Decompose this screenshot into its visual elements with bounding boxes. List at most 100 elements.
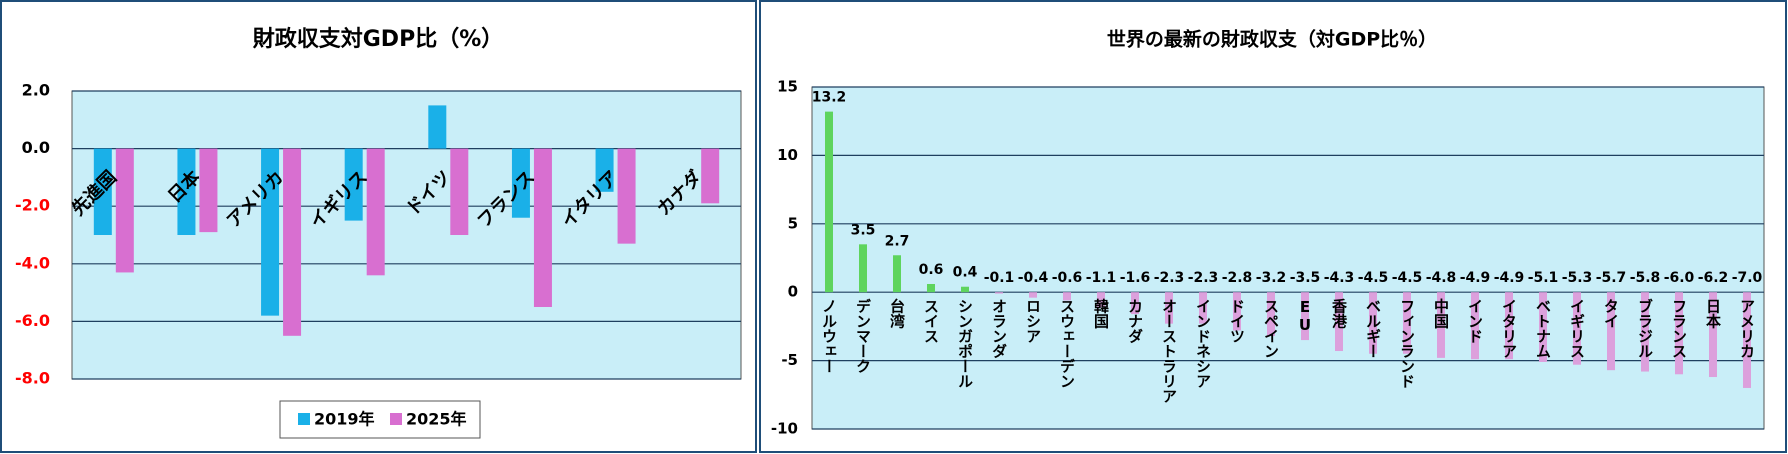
bar: [428, 105, 447, 149]
bar: [115, 148, 134, 273]
value-label: 13.2: [812, 90, 847, 106]
x-tick-label: 日本: [1704, 298, 1722, 329]
value-label: 3.5: [851, 222, 876, 238]
bar: [617, 148, 636, 244]
value-label: -4.3: [1324, 270, 1355, 286]
y-tick-label: -4.0: [15, 253, 50, 272]
x-tick-label: イギリス: [1568, 298, 1586, 358]
x-tick-label: EU: [1296, 298, 1314, 334]
legend-label: 2025年: [406, 410, 467, 429]
bar: [1097, 292, 1105, 308]
x-tick-label: ベトナム: [1534, 298, 1552, 358]
value-label: -1.6: [1120, 270, 1151, 286]
x-tick-label: アメリカ: [1738, 298, 1756, 358]
bar: [1573, 292, 1581, 365]
bar: [961, 286, 969, 293]
bar: [199, 148, 218, 233]
bar: [1131, 292, 1139, 315]
y-tick-label: -5: [781, 351, 798, 369]
value-label: -0.1: [984, 270, 1015, 286]
bar: [1165, 292, 1173, 324]
x-tick-label: オランダ: [990, 298, 1008, 358]
plot-area: [71, 90, 742, 380]
x-tick-label: タイ: [1602, 298, 1620, 328]
x-tick-label: オーストラリア: [1160, 298, 1178, 403]
y-tick-label: 10: [777, 146, 798, 164]
value-label: -3.2: [1256, 270, 1287, 286]
bar: [344, 148, 363, 221]
bar: [1437, 292, 1445, 358]
y-tick-label: -2.0: [15, 196, 50, 215]
x-tick-label: スペイン: [1262, 298, 1280, 358]
y-tick-label: 2.0: [22, 81, 50, 100]
y-tick-label: 0: [788, 283, 798, 301]
value-label: -2.8: [1222, 270, 1253, 286]
legend-label: 2019年: [314, 410, 375, 429]
bar: [511, 148, 530, 218]
value-label: -6.2: [1698, 270, 1729, 286]
bar: [450, 148, 469, 235]
y-tick-label: -10: [771, 420, 798, 438]
value-label: -7.0: [1732, 270, 1763, 286]
value-label: -4.9: [1494, 270, 1525, 286]
bar: [261, 148, 280, 316]
y-tick-label: -6.0: [15, 311, 50, 330]
value-label: -0.6: [1052, 270, 1083, 286]
value-label: -5.1: [1528, 270, 1559, 286]
bar: [595, 148, 614, 192]
y-tick-label: -8.0: [15, 369, 50, 388]
bar: [93, 148, 112, 235]
x-tick-label: フィンランド: [1398, 298, 1416, 388]
x-tick-label: シンガポール: [956, 298, 974, 388]
x-tick-label: スウェーデン: [1058, 298, 1076, 388]
bar: [859, 244, 867, 293]
bar: [1029, 292, 1037, 298]
x-tick-label: ノルウェー: [820, 298, 838, 373]
chart-title: 財政収支対GDP比（%）: [253, 26, 504, 52]
bar: [1709, 292, 1717, 378]
x-tick-label: 台湾: [888, 297, 906, 329]
x-tick-label: ブラジル: [1636, 297, 1654, 358]
bar: [533, 148, 552, 307]
bar: [995, 292, 1003, 294]
bar: [1063, 292, 1071, 301]
bar: [283, 148, 302, 336]
x-tick-label: スイス: [922, 298, 940, 343]
legend-swatch: [298, 413, 310, 425]
legend-swatch: [390, 413, 402, 425]
bar: [1675, 292, 1683, 375]
bar: [893, 255, 901, 293]
bar: [177, 148, 196, 235]
x-tick-label: ベルギー: [1364, 298, 1382, 358]
value-label: -2.3: [1154, 270, 1185, 286]
bar: [1471, 292, 1479, 360]
value-label: -4.5: [1358, 270, 1389, 286]
value-label: -5.7: [1596, 270, 1627, 286]
x-tick-label: ロシア: [1024, 298, 1042, 343]
bar: [701, 148, 720, 204]
value-label: -3.5: [1290, 270, 1321, 286]
chart-title: 世界の最新の財政収支（対GDP比％）: [1107, 28, 1437, 51]
bar: [1301, 292, 1309, 341]
y-tick-label: 15: [777, 78, 798, 96]
value-label: -2.3: [1188, 270, 1219, 286]
bar: [1199, 292, 1207, 324]
x-tick-label: フランス: [1670, 298, 1688, 358]
plot-area: [811, 86, 1765, 430]
value-label: -5.3: [1562, 270, 1593, 286]
bar: [1641, 292, 1649, 372]
value-label: -4.9: [1460, 270, 1491, 286]
y-tick-label: 0.0: [22, 138, 50, 157]
bar: [1335, 292, 1343, 352]
x-tick-label: 中国: [1432, 297, 1450, 329]
bar: [366, 148, 385, 276]
y-tick-label: 5: [788, 214, 798, 232]
value-label: 0.4: [953, 265, 978, 281]
bar: [825, 111, 833, 293]
bar: [1743, 292, 1751, 388]
value-label: 0.6: [919, 262, 944, 278]
x-tick-label: ドイツ: [1228, 298, 1246, 343]
value-label: -6.0: [1664, 270, 1695, 286]
x-tick-label: インド: [1466, 298, 1484, 343]
